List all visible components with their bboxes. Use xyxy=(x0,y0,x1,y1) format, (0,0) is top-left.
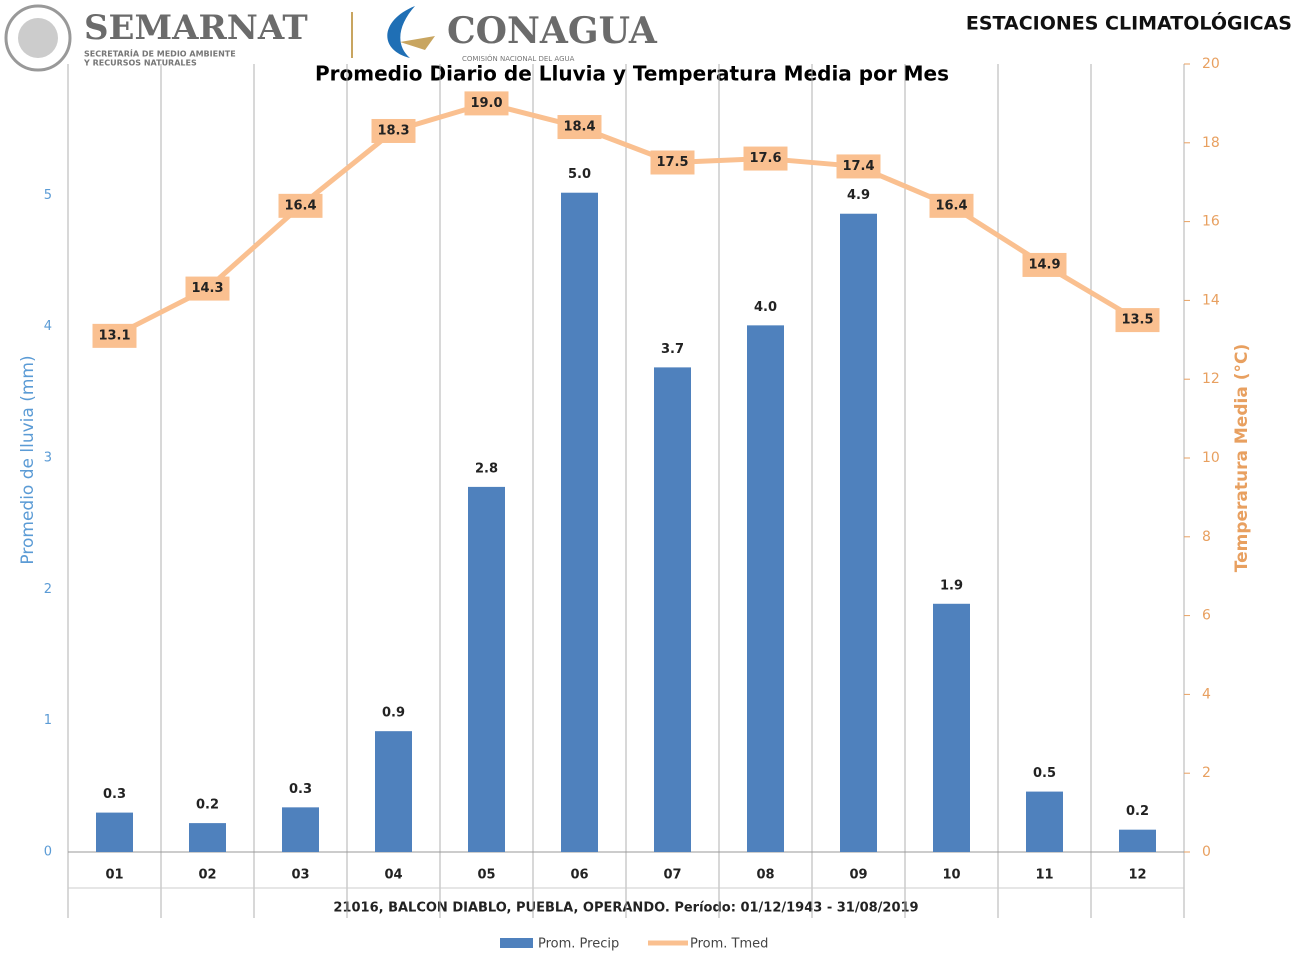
x-tick-label: 08 xyxy=(756,868,774,883)
x-tick-label: 12 xyxy=(1128,868,1146,883)
x-tick-label: 04 xyxy=(384,868,402,883)
x-tick-label: 02 xyxy=(198,868,216,883)
bar-label: 4.9 xyxy=(847,188,870,203)
conagua-logo xyxy=(387,6,415,58)
bar xyxy=(375,731,412,852)
point-label: 13.5 xyxy=(1121,313,1153,328)
bar xyxy=(561,192,598,852)
y-tick-label: 3 xyxy=(44,451,52,466)
point-label-box xyxy=(743,146,788,171)
conagua-sub: COMISIÓN NACIONAL DEL AGUA xyxy=(462,54,575,63)
bar-label: 0.3 xyxy=(103,787,126,802)
bar-label: 0.5 xyxy=(1033,766,1056,781)
point-label: 14.3 xyxy=(191,281,223,296)
x-tick-label: 11 xyxy=(1035,868,1053,883)
x-tick-label: 07 xyxy=(663,868,681,883)
conagua: CONAGUA xyxy=(447,10,658,52)
y2-axis-label: Temperatura Media (°C) xyxy=(1232,344,1252,573)
x-tick-label: 05 xyxy=(477,868,495,883)
y2-tick-label: 10 xyxy=(1202,450,1220,466)
y-axis-label: Promedio de lluvia (mm) xyxy=(18,355,38,564)
point-label-box xyxy=(929,193,974,218)
point-label-box xyxy=(1022,252,1067,277)
y2-tick-label: 4 xyxy=(1202,686,1211,702)
bar-label: 2.8 xyxy=(475,461,498,476)
bar xyxy=(933,603,970,852)
bar xyxy=(189,823,226,852)
bar xyxy=(468,486,505,852)
bar xyxy=(1119,829,1156,852)
bar-label: 0.2 xyxy=(1126,804,1149,819)
point-label: 18.3 xyxy=(377,123,409,138)
bar-label: 0.9 xyxy=(382,706,405,721)
y2-tick-label: 20 xyxy=(1202,56,1220,72)
y2-tick-label: 2 xyxy=(1202,765,1211,781)
bar-label: 5.0 xyxy=(568,167,591,182)
y-tick-label: 2 xyxy=(44,582,52,597)
semarnat: SEMARNAT xyxy=(84,8,308,48)
point-label: 17.5 xyxy=(656,155,688,170)
bar-label: 1.9 xyxy=(940,578,963,593)
y2-tick-label: 14 xyxy=(1202,292,1220,308)
y2-tick-label: 12 xyxy=(1202,371,1220,387)
legend-label: Prom. Tmed xyxy=(690,937,768,952)
bar-label: 0.2 xyxy=(196,798,219,813)
point-label-box xyxy=(557,115,602,140)
point-label-box xyxy=(464,91,509,116)
x-tick-label: 03 xyxy=(291,868,309,883)
point-label: 13.1 xyxy=(98,328,130,343)
y-tick-label: 4 xyxy=(44,319,52,334)
bar xyxy=(282,807,319,852)
bar xyxy=(654,367,691,852)
chart-title: Promedio Diario de Lluvia y Temperatura … xyxy=(315,62,949,86)
point-label-box xyxy=(278,193,323,218)
semarnat-sub: Y RECURSOS NATURALES xyxy=(83,59,197,68)
point-label: 19.0 xyxy=(470,96,502,111)
point-label-box xyxy=(185,276,230,301)
bar-label: 3.7 xyxy=(661,342,684,357)
y2-tick-label: 18 xyxy=(1202,135,1220,151)
point-label-box xyxy=(92,323,137,348)
y-tick-label: 5 xyxy=(44,188,52,203)
bar-label: 4.0 xyxy=(754,300,777,315)
point-label-box xyxy=(650,150,695,175)
bar-label: 0.3 xyxy=(289,782,312,797)
point-label: 17.4 xyxy=(842,159,874,174)
y2-tick-label: 8 xyxy=(1202,529,1211,545)
bar xyxy=(96,812,133,852)
point-label: 14.9 xyxy=(1028,257,1060,272)
x-tick-label: 09 xyxy=(849,868,867,883)
y2-tick-label: 6 xyxy=(1202,608,1211,624)
y2-tick-label: 0 xyxy=(1202,844,1211,860)
x-tick-label: 01 xyxy=(105,868,123,883)
conagua-logo xyxy=(400,36,435,50)
bar xyxy=(840,213,877,853)
point-label: 16.4 xyxy=(284,198,316,213)
point-label-box xyxy=(371,118,416,143)
seal-center xyxy=(18,18,58,58)
x-tick-label: 06 xyxy=(570,868,588,883)
bar xyxy=(747,325,784,852)
right-title: ESTACIONES CLIMATOLÓGICAS xyxy=(966,11,1292,35)
point-label: 16.4 xyxy=(935,198,967,213)
header: SEMARNAT SECRETARÍA DE MEDIO AMBIENTE Y … xyxy=(4,4,1292,72)
semarnat-sub: SECRETARÍA DE MEDIO AMBIENTE xyxy=(84,48,236,59)
y-tick-label: 0 xyxy=(44,845,52,860)
legend-swatch xyxy=(500,938,533,948)
y-tick-label: 1 xyxy=(44,713,52,728)
bar xyxy=(1026,791,1063,852)
point-label-box xyxy=(836,154,881,179)
point-label: 17.6 xyxy=(749,151,781,166)
point-label-box xyxy=(1115,308,1160,333)
point-label: 18.4 xyxy=(563,120,595,135)
seal xyxy=(4,4,72,72)
legend-label: Prom. Precip xyxy=(538,937,619,952)
x-tick-label: 10 xyxy=(942,868,960,883)
y2-tick-label: 16 xyxy=(1202,214,1220,230)
